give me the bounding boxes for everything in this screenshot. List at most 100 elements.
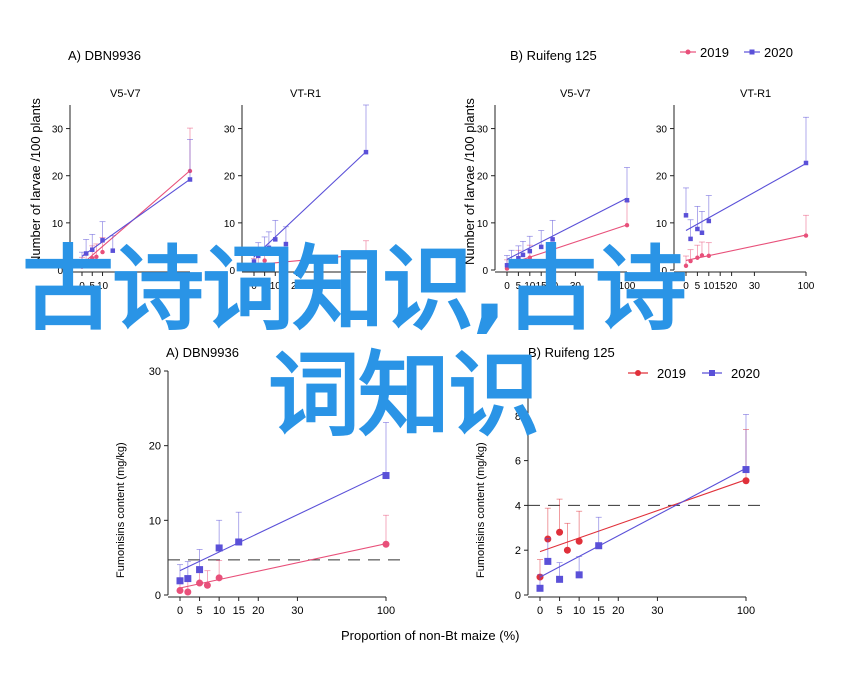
x-tick-label: 30	[651, 605, 663, 617]
point-2019	[256, 263, 261, 268]
legend-bottom-2020-label: 2020	[731, 366, 760, 381]
x-tick-label: 10	[573, 605, 585, 617]
point-2019	[563, 546, 571, 554]
point-2019	[196, 579, 204, 587]
x-tick-label: 15	[233, 605, 245, 617]
trend-line-2019	[539, 479, 747, 553]
x-tick-label: 100	[619, 281, 636, 292]
point-2019	[83, 262, 89, 267]
x-tick-label: 30	[570, 281, 582, 292]
point-2020	[575, 571, 583, 579]
x-tick-label: 5	[557, 605, 563, 617]
y-tick-label: 0	[482, 266, 488, 277]
y-tick-label: 10	[477, 219, 489, 230]
legend-top-2019-label: 2019	[700, 45, 729, 60]
bottom-xlabel: Proportion of non-Bt maize (%)	[341, 628, 519, 643]
point-2019	[382, 540, 390, 548]
point-2019	[688, 258, 693, 264]
y-tick-label: 30	[656, 125, 668, 136]
point-2020	[595, 542, 603, 550]
y-tick-label: 0	[155, 590, 161, 602]
bottom-a-ylabel: Fumonisins content (mg/kg)	[115, 442, 127, 578]
point-2020	[695, 226, 700, 232]
point-2020	[79, 260, 85, 266]
trend-line-2019	[179, 543, 387, 589]
y-tick-label: 0	[229, 266, 235, 277]
x-tick-label: 30	[312, 281, 324, 292]
point-2019	[176, 587, 184, 595]
x-tick-label: 10	[524, 281, 536, 292]
y-tick-label: 10	[149, 515, 161, 527]
y-tick-label: 30	[224, 125, 236, 136]
point-2019	[215, 574, 223, 582]
legend-top-2020-marker	[749, 49, 755, 55]
x-tick-label: 15	[593, 605, 605, 617]
y-tick-label: 20	[52, 172, 64, 183]
point-2019	[363, 252, 369, 257]
x-tick-label: 5	[516, 281, 522, 292]
point-2019	[803, 233, 809, 238]
bottom-b-ylabel: Fumonisins content (mg/kg)	[475, 442, 487, 578]
x-tick-label: 5	[262, 281, 268, 292]
trend-line-2020	[506, 197, 628, 260]
x-tick-label: 30	[749, 281, 761, 292]
legend-bottom-2020-marker	[709, 370, 715, 376]
watermark-line-2: 词知识	[268, 342, 540, 449]
x-tick-label: 0	[251, 281, 257, 292]
point-2020	[527, 248, 533, 254]
x-tick-label: 30	[291, 605, 303, 617]
x-tick-label: 5	[89, 281, 95, 292]
watermark-line-1: 古诗词知识,古诗	[22, 236, 687, 343]
x-tick-label: 20	[612, 605, 624, 617]
point-2019	[706, 253, 711, 259]
point-2019	[251, 265, 257, 270]
x-tick-label: 0	[79, 281, 85, 292]
point-2019	[742, 477, 750, 485]
y-tick-label: 8	[515, 411, 521, 423]
plot-panel-5: 0 10 20 30 0 5 10 15 20 30 100	[149, 366, 402, 617]
x-tick-label: 0	[537, 605, 543, 617]
point-2020	[556, 575, 564, 583]
point-2019	[683, 263, 689, 268]
point-2020	[683, 213, 689, 218]
y-tick-label: 4	[515, 500, 521, 512]
point-2019	[556, 528, 564, 536]
y-tick-label: 30	[477, 125, 489, 136]
point-2020	[110, 248, 116, 253]
x-tick-label: 20	[291, 281, 303, 292]
sub-vtr1-b: VT-R1	[740, 88, 771, 100]
point-2020	[504, 263, 510, 268]
point-2019	[100, 249, 105, 255]
point-2020	[266, 245, 272, 251]
point-2020	[688, 236, 693, 242]
panel-b-top-title: B) Ruifeng 125	[510, 48, 597, 63]
x-tick-label: 15	[715, 281, 727, 292]
legend-bottom-2019-marker	[635, 370, 641, 376]
x-tick-label: 100	[798, 281, 815, 292]
point-2020	[215, 544, 223, 552]
legend-top-2019-marker	[685, 49, 691, 55]
trend-line-2020	[179, 472, 387, 572]
x-tick-label: 100	[377, 605, 395, 617]
x-tick-label: 15	[536, 281, 548, 292]
y-tick-label: 20	[149, 441, 161, 453]
point-2020	[196, 566, 204, 574]
x-tick-label: 100	[737, 605, 755, 617]
panel-a-top-title: A) DBN9936	[68, 48, 141, 63]
point-2019	[203, 581, 211, 589]
legend-bottom-2019-label: 2019	[657, 366, 686, 381]
point-2020	[544, 557, 552, 565]
point-2020	[176, 577, 184, 585]
point-2019	[262, 258, 267, 263]
point-2020	[536, 584, 544, 592]
point-2020	[100, 238, 105, 243]
point-2020	[550, 237, 555, 242]
y-tick-label: 30	[149, 366, 161, 378]
y-tick-label: 30	[52, 125, 64, 136]
point-2020	[624, 197, 630, 203]
top-b-ylabel: Number of larvae /100 plants	[462, 98, 477, 265]
y-tick-label: 10	[224, 219, 236, 230]
